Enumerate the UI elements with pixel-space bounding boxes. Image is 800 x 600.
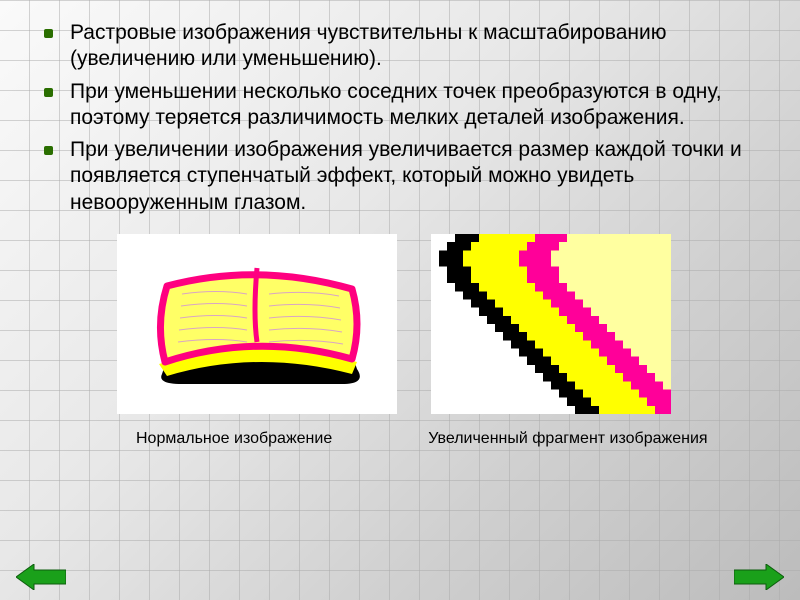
normal-image [117,234,397,414]
bullet-item: При увеличении изображения увеличивается… [36,137,752,216]
next-arrow[interactable] [734,564,784,590]
bullet-item: При уменьшении несколько соседних точек … [36,79,752,132]
zoomed-image [431,234,671,414]
bullet-item: Растровые изображения чувствительны к ма… [36,20,752,73]
prev-arrow[interactable] [16,564,66,590]
caption-zoomed: Увеличенный фрагмент изображения [428,430,707,448]
bullet-list: Растровые изображения чувствительны к ма… [36,20,752,216]
images-row [36,234,752,414]
caption-normal: Нормальное изображение [136,430,332,448]
